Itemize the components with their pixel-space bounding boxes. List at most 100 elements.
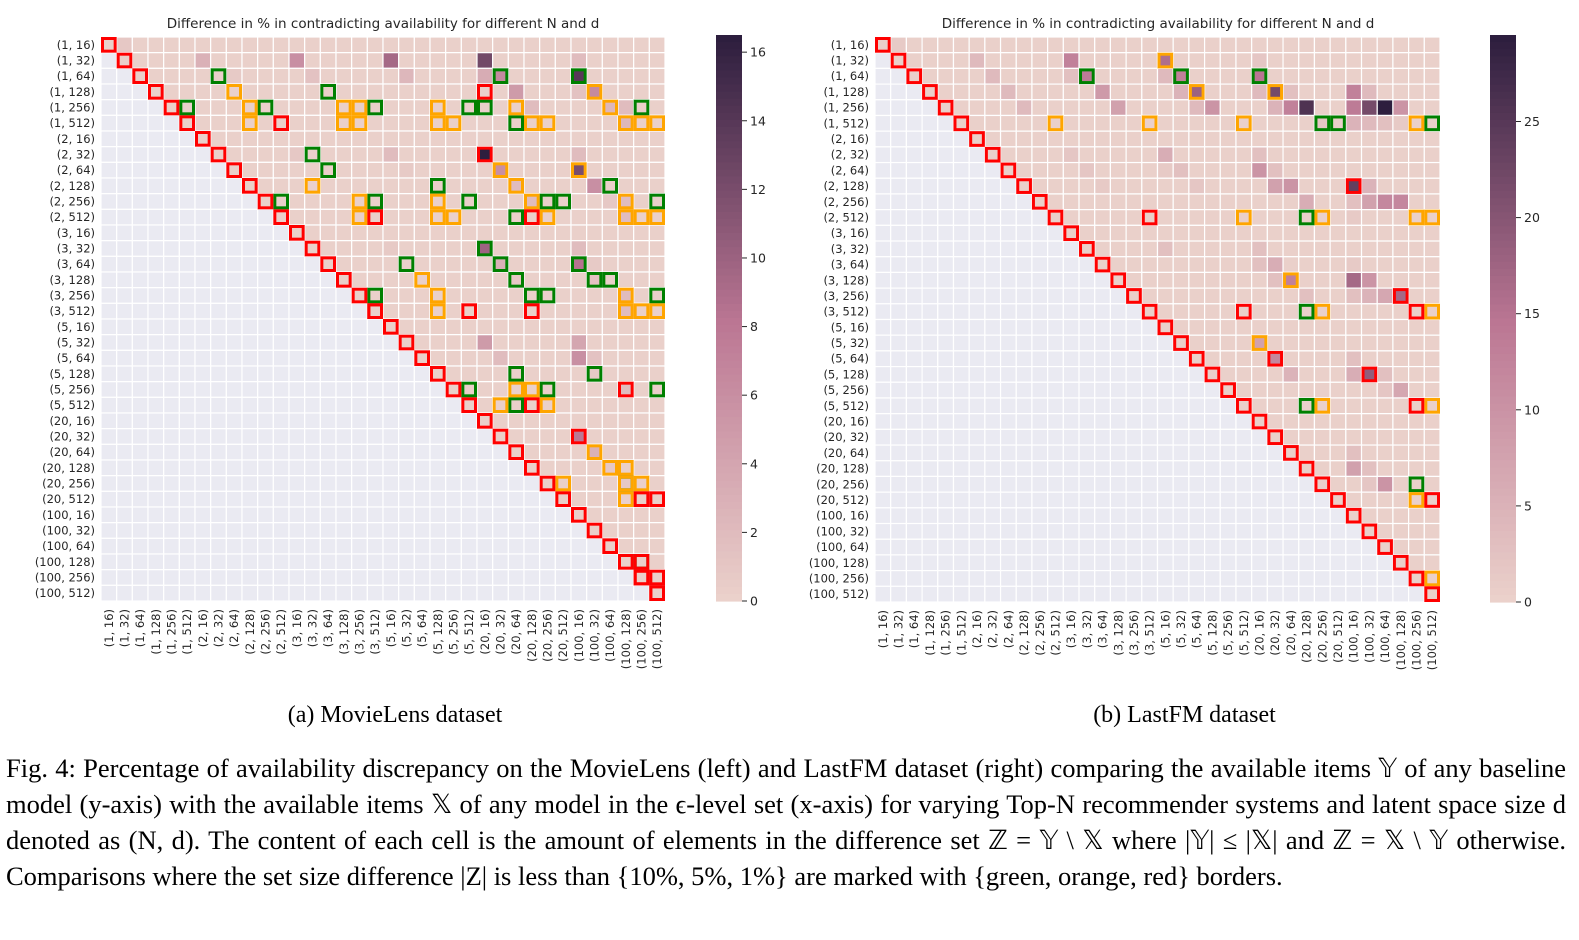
green-border-marker — [586, 366, 603, 382]
masked-cell — [1094, 554, 1112, 572]
masked-cell — [288, 537, 306, 555]
masked-cell — [241, 224, 259, 242]
heatmap-cell — [1109, 177, 1127, 195]
masked-cell — [257, 302, 274, 320]
heatmap-cell — [1376, 413, 1394, 430]
heatmap-cell — [366, 240, 384, 257]
masked-cell — [194, 537, 212, 555]
masked-cell — [984, 193, 1002, 211]
masked-cell — [1219, 522, 1237, 540]
masked-cell — [398, 584, 415, 602]
heatmap-cell — [429, 130, 447, 148]
masked-cell — [241, 365, 259, 383]
red-border-marker — [398, 334, 415, 351]
heatmap-cell — [1219, 303, 1237, 321]
colorbar-segment — [716, 197, 742, 206]
heatmap-cell — [570, 177, 588, 195]
heatmap-cell — [1219, 146, 1237, 164]
x-tick-label: (1, 32) — [118, 609, 132, 647]
heatmap-cell — [1376, 365, 1394, 383]
heatmap-cell — [210, 52, 227, 69]
masked-cell — [1031, 334, 1049, 352]
masked-cell — [147, 553, 165, 571]
y-tick-label: (1, 512) — [823, 116, 869, 130]
heatmap-cell — [1062, 36, 1080, 54]
heatmap-cell — [382, 224, 400, 242]
colorbar-segment — [1490, 247, 1516, 256]
heatmap-cell — [1313, 350, 1331, 368]
masked-cell — [100, 271, 118, 289]
masked-cell — [241, 208, 259, 226]
masked-cell — [429, 506, 447, 524]
heatmap-cell — [570, 83, 588, 101]
heatmap-cell — [257, 52, 274, 69]
masked-cell — [1392, 570, 1410, 587]
heatmap-cell — [460, 36, 478, 54]
red-border-marker — [1361, 523, 1378, 540]
masked-cell — [1392, 585, 1410, 603]
heatmap-cell — [351, 177, 368, 195]
colorbar-segment — [716, 112, 742, 121]
heatmap-cell — [1423, 381, 1441, 399]
heatmap-cell — [1298, 334, 1316, 352]
heatmap-cell — [1360, 130, 1378, 148]
y-tick-label: (20, 16) — [823, 415, 869, 429]
masked-cell — [1015, 318, 1033, 336]
heatmap-cell — [304, 224, 321, 242]
orange-border-marker — [336, 99, 352, 116]
masked-cell — [413, 522, 431, 539]
masked-cell — [225, 553, 243, 571]
red-border-marker — [492, 428, 509, 445]
masked-cell — [131, 490, 149, 508]
masked-cell — [476, 584, 494, 602]
colorbar-segment — [716, 459, 742, 468]
red-border-marker — [618, 554, 634, 570]
masked-cell — [890, 460, 907, 478]
heatmap-cell — [413, 67, 431, 85]
colorbar-segment — [1490, 304, 1516, 313]
masked-cell — [147, 584, 165, 602]
masked-cell — [366, 443, 384, 461]
masked-cell — [1251, 475, 1268, 493]
masked-cell — [210, 459, 227, 477]
heatmap-cell — [507, 428, 525, 445]
heatmap-cell — [1125, 256, 1143, 274]
masked-cell — [1141, 585, 1159, 603]
heatmap-cell — [633, 83, 650, 101]
y-tick-label: (3, 16) — [57, 226, 95, 240]
heatmap-cell — [1172, 146, 1190, 164]
heatmap-cell — [1156, 240, 1174, 258]
red-border-marker — [1220, 382, 1236, 398]
heatmap-cell — [319, 177, 337, 195]
heatmap-cell — [1188, 52, 1206, 69]
masked-cell — [1141, 507, 1159, 525]
masked-cell — [874, 538, 892, 556]
masked-cell — [147, 506, 165, 524]
red-border-marker — [1141, 303, 1158, 320]
colorbar-segment — [716, 409, 742, 418]
masked-cell — [178, 130, 196, 148]
masked-cell — [921, 365, 939, 383]
heatmap-cell — [554, 52, 572, 69]
masked-cell — [194, 553, 212, 571]
masked-cell — [272, 334, 290, 351]
x-tick-label: (5, 128) — [1205, 610, 1219, 656]
orange-border-marker — [430, 193, 446, 210]
masked-cell — [874, 350, 892, 368]
heatmap-cell — [1360, 146, 1378, 164]
heatmap-cell — [1156, 271, 1174, 289]
masked-cell — [1094, 444, 1112, 462]
heatmap-cell — [366, 224, 384, 242]
heatmap-cell — [1188, 271, 1206, 289]
heatmap-cell — [429, 161, 447, 179]
heatmap-cell — [1235, 161, 1253, 179]
colorbar-segment — [1490, 474, 1516, 483]
heatmap-cell — [445, 67, 462, 85]
heatmap-cell — [648, 334, 666, 351]
masked-cell — [874, 287, 892, 305]
masked-cell — [1251, 538, 1268, 556]
heatmap-cell — [492, 208, 509, 226]
y-tick-label: (100, 256) — [35, 571, 95, 585]
heatmap-cell — [1094, 114, 1112, 132]
masked-cell — [429, 459, 447, 477]
